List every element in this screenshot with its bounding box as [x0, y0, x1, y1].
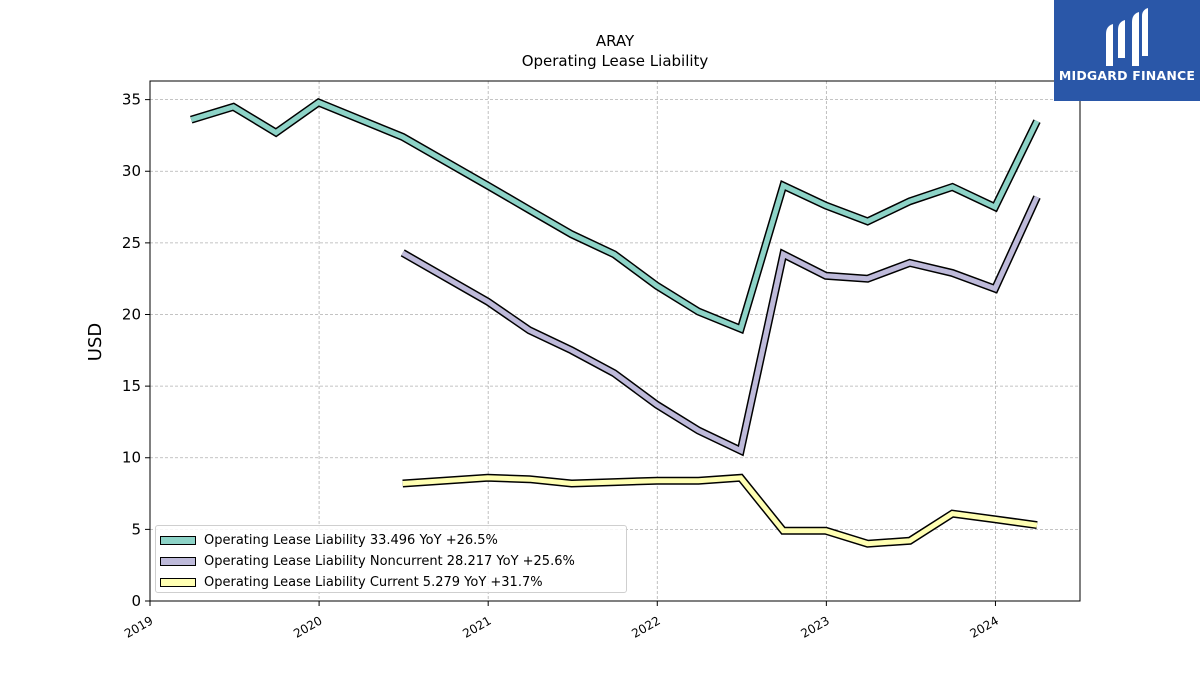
y-tick-label: 20: [122, 305, 141, 323]
y-tick-label: 30: [122, 162, 141, 180]
y-tick-label: 5: [131, 520, 141, 538]
y-tick-label: 0: [131, 592, 141, 610]
logo-text: MIDGARD FINANCE: [1058, 68, 1196, 83]
legend-label: Operating Lease Liability Noncurrent 28.…: [204, 554, 575, 569]
chart-subtitle: Operating Lease Liability: [521, 52, 709, 70]
series-line: [190, 99, 1040, 333]
chart-title: ARAY: [595, 32, 635, 50]
x-tick-label: 2022: [629, 613, 662, 640]
logo-mark-icon: [1106, 8, 1148, 66]
x-tick-label: 2023: [798, 613, 831, 640]
legend: Operating Lease Liability 33.496 YoY +26…: [155, 525, 627, 593]
legend-item: Operating Lease Liability Current 5.279 …: [156, 572, 626, 593]
y-tick-label: 15: [122, 377, 141, 395]
series-line: [401, 195, 1040, 455]
legend-swatch: [160, 536, 196, 545]
y-tick-label: 10: [122, 449, 141, 467]
x-tick-label: 2024: [968, 613, 1001, 640]
y-axis-label: USD: [85, 323, 106, 361]
brand-logo: MIDGARD FINANCE: [1054, 0, 1200, 101]
legend-item: Operating Lease Liability 33.496 YoY +26…: [156, 530, 626, 551]
x-tick-label: 2019: [122, 613, 155, 640]
series-line-outline: [190, 97, 1041, 335]
legend-swatch: [160, 557, 196, 566]
legend-item: Operating Lease Liability Noncurrent 28.…: [156, 551, 626, 572]
legend-label: Operating Lease Liability Current 5.279 …: [204, 575, 543, 590]
legend-swatch: [160, 578, 196, 587]
y-tick-label: 35: [122, 91, 141, 109]
plot-frame: [149, 80, 1081, 602]
axes: [145, 80, 1081, 606]
legend-label: Operating Lease Liability 33.496 YoY +26…: [204, 533, 498, 548]
x-tick-label: 2020: [291, 613, 324, 640]
series-line: [402, 475, 1038, 547]
y-tick-label: 25: [122, 234, 141, 252]
x-tick-label: 2021: [460, 613, 493, 640]
series-lines: [190, 97, 1041, 548]
